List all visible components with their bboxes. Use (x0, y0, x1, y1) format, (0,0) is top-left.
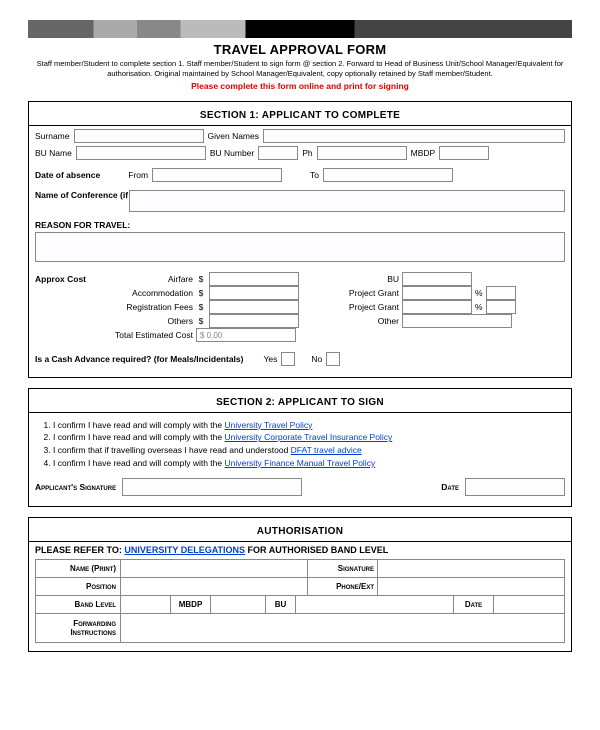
reason-label: REASON FOR TRAVEL: (35, 220, 130, 230)
no-label: No (311, 354, 322, 364)
date-label: Date (441, 482, 459, 492)
bu-name-field[interactable] (76, 146, 206, 160)
other-cost-field[interactable] (402, 314, 512, 328)
project-grant-1-label: Project Grant (329, 288, 399, 298)
bu-number-label: BU Number (210, 148, 254, 158)
phone-field[interactable] (378, 578, 564, 595)
form-subtitle: Staff member/Student to complete section… (28, 59, 572, 79)
position-field[interactable] (121, 578, 308, 595)
project-grant-2-pct[interactable] (486, 300, 516, 314)
ph-label: Ph (302, 148, 312, 158)
auth-bu-label: BU (275, 600, 287, 609)
date-field[interactable] (465, 478, 565, 496)
form-notice: Please complete this form online and pri… (28, 81, 572, 91)
yes-checkbox[interactable] (281, 352, 295, 366)
project-grant-2-field[interactable] (402, 300, 472, 314)
given-names-label: Given Names (208, 131, 260, 141)
to-label: To (310, 170, 319, 180)
section-1-title: SECTION 1: APPLICANT TO COMPLETE (35, 110, 565, 121)
conference-field[interactable] (129, 190, 565, 212)
project-grant-1-pct[interactable] (486, 286, 516, 300)
link-travel-policy[interactable]: University Travel Policy (225, 420, 313, 430)
registration-field[interactable] (209, 300, 299, 314)
phone-label: Phone/Ext (336, 582, 374, 591)
signature-label-auth: Signature (338, 564, 374, 573)
total-label: Total Estimated Cost (98, 330, 193, 340)
conference-label: Name of Conference (if applicable) (35, 190, 125, 200)
auth-mbdp-field[interactable] (211, 596, 266, 613)
forwarding-label: Forwarding Instructions (36, 614, 121, 642)
project-grant-1-field[interactable] (402, 286, 472, 300)
no-checkbox[interactable] (326, 352, 340, 366)
link-insurance-policy[interactable]: University Corporate Travel Insurance Po… (225, 432, 393, 442)
other-cost-label: Other (329, 316, 399, 326)
airfare-label: Airfare (98, 274, 193, 284)
form-title: TRAVEL APPROVAL FORM (28, 42, 572, 57)
auth-bu-field[interactable] (296, 596, 454, 613)
name-print-label: Name (Print) (36, 560, 121, 577)
to-field[interactable] (323, 168, 453, 182)
approx-cost-label: Approx Cost (35, 274, 95, 284)
yes-label: Yes (263, 354, 277, 364)
bu-cost-field[interactable] (402, 272, 472, 286)
from-field[interactable] (152, 168, 282, 182)
section-2: SECTION 2: APPLICANT TO SIGN I confirm I… (28, 388, 572, 507)
others-field[interactable] (209, 314, 299, 328)
from-label: From (128, 170, 148, 180)
position-label: Position (36, 578, 121, 595)
bu-number-field[interactable] (258, 146, 298, 160)
header-decorative-bar (28, 20, 572, 38)
bu-cost-label: BU (329, 274, 399, 284)
mbdp-field[interactable] (439, 146, 489, 160)
auth-date-label: Date (465, 600, 482, 609)
band-level-label: Band Level (36, 596, 121, 613)
auth-signature-field[interactable] (378, 560, 564, 577)
section-1: SECTION 1: APPLICANT TO COMPLETE Surname… (28, 101, 572, 378)
ph-field[interactable] (317, 146, 407, 160)
band-level-field[interactable] (121, 596, 171, 613)
auth-date-field[interactable] (494, 596, 564, 613)
signature-field[interactable] (122, 478, 302, 496)
signature-label: Applicant's Signature (35, 482, 116, 492)
reason-field[interactable] (35, 232, 565, 262)
section-2-title: SECTION 2: APPLICANT TO SIGN (35, 397, 565, 408)
date-absence-label: Date of absence (35, 170, 100, 180)
auth-grid: Name (Print) Signature Position Phone/Ex… (35, 559, 565, 643)
link-dfat-advice[interactable]: DFAT travel advice (291, 445, 362, 455)
section-authorisation: AUTHORISATION PLEASE REFER TO: UNIVERSIT… (28, 517, 572, 652)
auth-title: AUTHORISATION (35, 526, 565, 537)
surname-label: Surname (35, 131, 70, 141)
others-label: Others (98, 316, 193, 326)
project-grant-2-label: Project Grant (329, 302, 399, 312)
confirmation-list: I confirm I have read and will comply wi… (53, 419, 565, 470)
airfare-field[interactable] (209, 272, 299, 286)
forwarding-field[interactable] (121, 614, 564, 642)
total-field: $ 0.00 (196, 328, 296, 342)
link-delegations[interactable]: UNIVERSITY DELEGATIONS (124, 545, 245, 555)
auth-mbdp-label: MBDP (179, 600, 203, 609)
bu-name-label: BU Name (35, 148, 72, 158)
given-names-field[interactable] (263, 129, 565, 143)
auth-refer: PLEASE REFER TO: UNIVERSITY DELEGATIONS … (35, 545, 565, 555)
surname-field[interactable] (74, 129, 204, 143)
accommodation-field[interactable] (209, 286, 299, 300)
mbdp-label: MBDP (411, 148, 436, 158)
name-print-field[interactable] (121, 560, 308, 577)
accommodation-label: Accommodation (98, 288, 193, 298)
link-finance-policy[interactable]: University Finance Manual Travel Policy (225, 458, 376, 468)
registration-label: Registration Fees (98, 302, 193, 312)
cash-advance-label: Is a Cash Advance required? (for Meals/I… (35, 354, 243, 364)
